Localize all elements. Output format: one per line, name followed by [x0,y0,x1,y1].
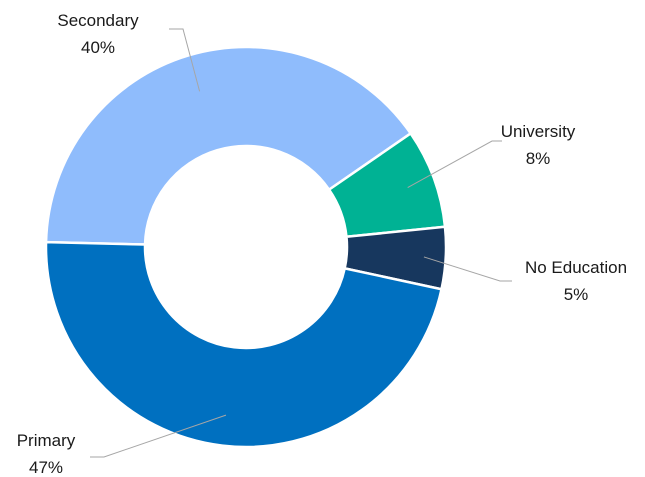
slice-value-primary: 47% [29,458,63,477]
slice-label-no-education: No Education [525,258,627,277]
slice-value-university: 8% [526,149,551,168]
labels-group: Secondary 40% University 8% No Education… [17,11,627,477]
slice-label-university: University [501,122,576,141]
leader-line-university [407,140,502,188]
slice-value-no-education: 5% [564,285,589,304]
slice-value-secondary: 40% [81,38,115,57]
slices-group [44,45,448,449]
leader-lines-group [90,28,512,458]
leader-line-secondary [169,28,201,92]
leader-line-primary [90,414,227,458]
slice-primary [44,240,443,449]
slice-secondary [44,45,412,246]
leader-line-no-education [423,256,512,282]
slice-label-primary: Primary [17,431,76,450]
slice-label-secondary: Secondary [57,11,139,30]
